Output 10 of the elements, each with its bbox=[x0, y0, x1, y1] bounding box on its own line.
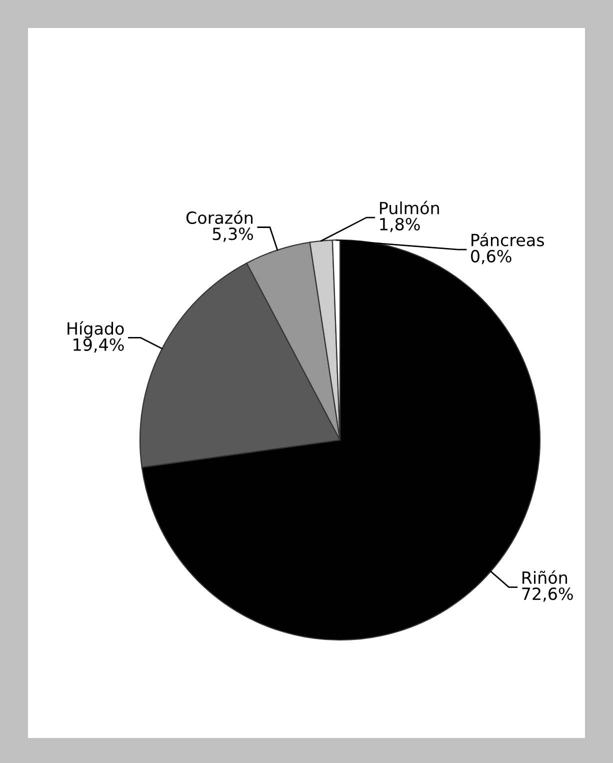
slice-label: Páncreas bbox=[472, 232, 544, 246]
data-label: 19,4% bbox=[74, 338, 124, 353]
data-label: 72,6% bbox=[522, 587, 573, 602]
slice-label: Corazón bbox=[186, 210, 252, 224]
slice-label: Hígado bbox=[68, 321, 124, 338]
slice-label: Pulmón bbox=[380, 200, 439, 214]
data-label: 5,3% bbox=[212, 228, 253, 242]
slice-label: Riñón bbox=[522, 570, 567, 584]
data-label: 1,8% bbox=[380, 218, 420, 232]
data-label: 0,6% bbox=[471, 250, 512, 264]
